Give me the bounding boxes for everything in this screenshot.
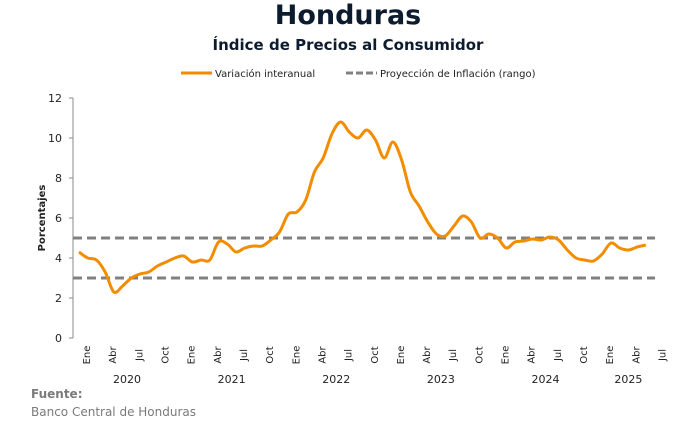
x-tick-label: Abr [108,345,119,363]
y-tick-label: 8 [55,172,62,185]
x-tick-label: Abr [317,345,328,363]
year-label: 2021 [218,373,246,386]
source-text: Banco Central de Honduras [31,405,196,419]
year-label: 2024 [532,373,560,386]
x-tick-label: Abr [213,345,224,363]
inflation-line [78,120,647,294]
x-tick-label: Oct [160,346,171,363]
x-tick-label: Jul [344,349,355,362]
year-label: 2022 [322,373,350,386]
x-tick-label: Abr [631,345,642,363]
source-label: Fuente: [31,387,83,401]
y-axis-label: Porcentajes [37,185,48,252]
y-tick-label: 10 [48,132,62,145]
y-tick-label: 2 [55,292,62,305]
x-tick-label: Ene [291,346,302,365]
x-tick-label: Jul [239,349,250,362]
year-label: 2023 [427,373,455,386]
year-label: 2025 [614,373,642,386]
x-tick-label: Ene [82,346,93,365]
x-tick-label: Oct [579,346,590,363]
x-tick-label: Abr [422,345,433,363]
x-tick-label: Jul [658,349,669,362]
chart-title: Honduras [274,0,422,31]
x-tick-label: Ene [187,346,198,365]
x-tick-label: Oct [474,346,485,363]
x-tick-label: Jul [448,349,459,362]
year-label: 2020 [113,373,141,386]
y-tick-label: 0 [55,332,62,345]
x-tick-label: Oct [370,346,381,363]
y-tick-label: 4 [55,252,62,265]
x-tick-label: Ene [605,346,616,365]
x-tick-label: Jul [553,349,564,362]
x-tick-label: Jul [134,349,145,362]
x-tick-label: Abr [527,345,538,363]
legend-label: Proyección de Inflación (rango) [380,68,536,80]
x-tick-label: Oct [265,346,276,363]
y-tick-label: 12 [48,92,62,105]
chart-subtitle: Índice de Precios al Consumidor [212,36,484,54]
legend-label: Variación interanual [215,68,315,80]
x-tick-label: Ene [396,346,407,365]
y-tick-label: 6 [55,212,62,225]
x-tick-label: Ene [501,346,512,365]
